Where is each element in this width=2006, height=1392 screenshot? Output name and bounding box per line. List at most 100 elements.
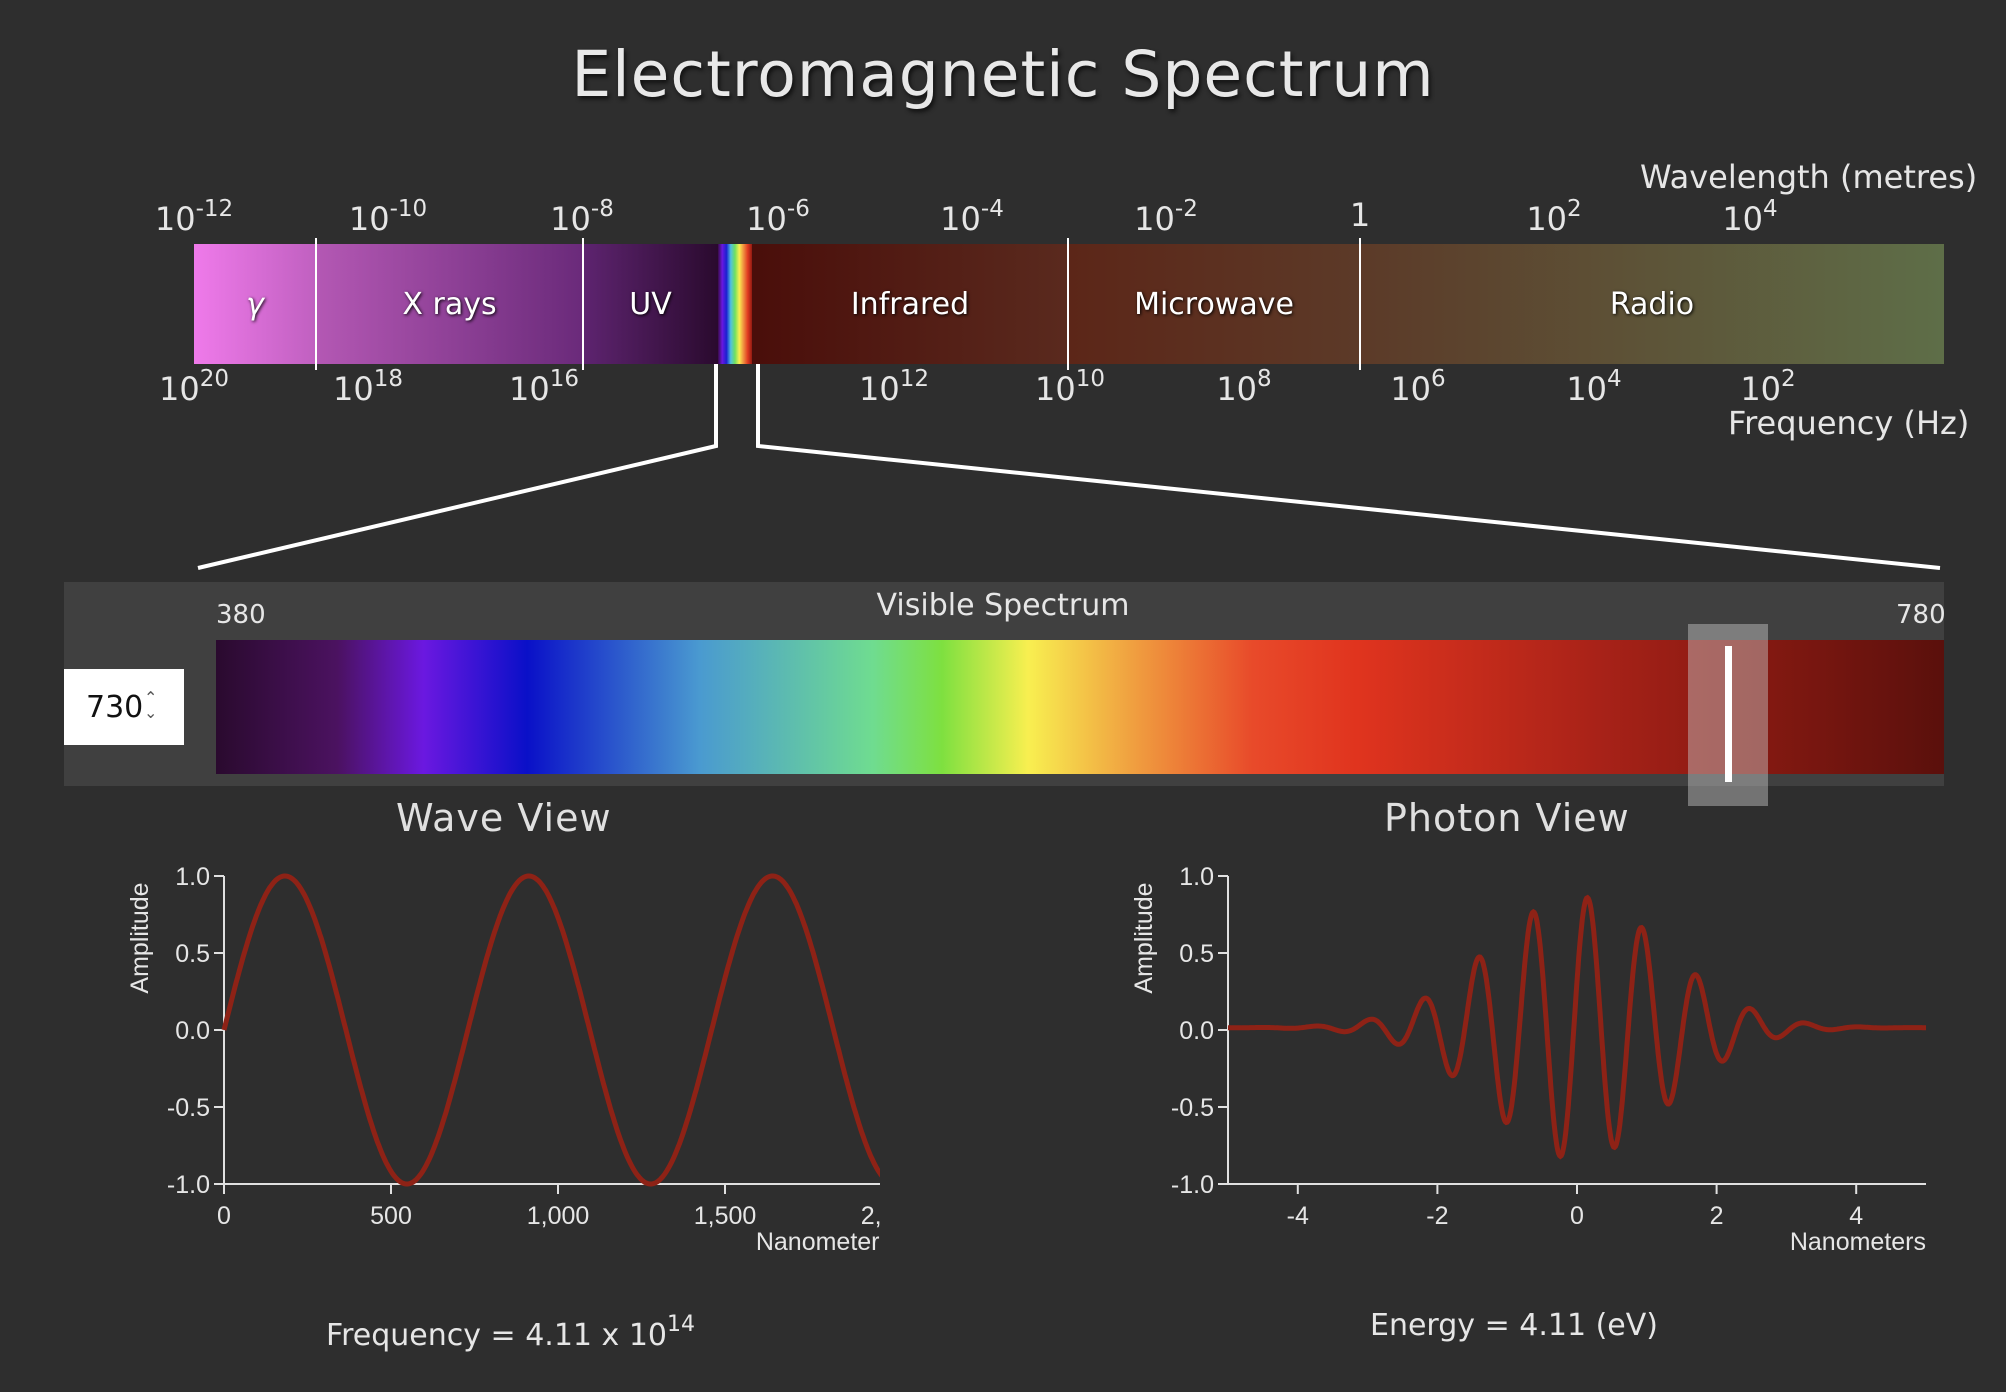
x-tick-label: 0 bbox=[1570, 1202, 1584, 1230]
frequency-tick: 1020 bbox=[159, 366, 229, 408]
y-tick-label: 0.0 bbox=[175, 1017, 210, 1045]
wavelength-number-input[interactable]: 730 bbox=[64, 669, 184, 745]
y-tick-label: -0.5 bbox=[167, 1094, 210, 1122]
wave-view-chart: 1.0 0.5 0.0 -0.5 -1.00 500 1,000 1,500 2,000Nano… bbox=[120, 860, 880, 1260]
frequency-tick-exponent: 12 bbox=[900, 366, 929, 392]
wavelength-tick: 1 bbox=[1350, 196, 1370, 234]
y-tick-label: 0.0 bbox=[1179, 1017, 1214, 1045]
wavelength-tick: 102 bbox=[1526, 196, 1581, 238]
wavelength-tick-exponent: -10 bbox=[390, 196, 428, 222]
wavelength-tick-base: 10 bbox=[1526, 200, 1567, 238]
wavelength-tick-exponent: -8 bbox=[591, 196, 614, 222]
y-tick-label: -0.5 bbox=[1171, 1094, 1214, 1122]
y-tick-label: 1.0 bbox=[175, 863, 210, 891]
wavelength-tick-exponent: 2 bbox=[1567, 196, 1582, 222]
wavelength-tick-exponent: -2 bbox=[1175, 196, 1198, 222]
x-tick-label: 2 bbox=[1710, 1202, 1724, 1230]
frequency-tick-base: 10 bbox=[1390, 370, 1431, 408]
frequency-tick-base: 10 bbox=[1566, 370, 1607, 408]
y-tick-label: -1.0 bbox=[1171, 1171, 1214, 1199]
y-tick-label: -1.0 bbox=[167, 1171, 210, 1199]
band-1: X rays bbox=[316, 244, 583, 364]
frequency-axis-label: Frequency (Hz) bbox=[1728, 404, 1969, 442]
frequency-readout-exponent: 14 bbox=[667, 1312, 695, 1337]
spinner-arrows-icon[interactable]: ⌃ ⌄ bbox=[144, 690, 157, 720]
y-tick-label: 0.5 bbox=[175, 940, 210, 968]
frequency-tick-exponent: 10 bbox=[1076, 366, 1105, 392]
x-tick-label: 1,500 bbox=[694, 1202, 757, 1230]
frequency-tick-exponent: 4 bbox=[1607, 366, 1622, 392]
wavelength-tick-exponent: -6 bbox=[787, 196, 810, 222]
visible-spectrum-bar[interactable] bbox=[216, 640, 1944, 774]
frequency-tick-exponent: 20 bbox=[200, 366, 229, 392]
band-0: γ bbox=[194, 244, 316, 364]
x-axis-label: Nanometers bbox=[756, 1228, 880, 1256]
zoom-connector-left bbox=[198, 364, 716, 568]
series-line bbox=[1228, 898, 1926, 1157]
band-5: Radio bbox=[1360, 244, 1944, 364]
x-tick-label: 4 bbox=[1849, 1202, 1863, 1230]
frequency-tick-exponent: 18 bbox=[374, 366, 403, 392]
visible-spectrum-title: Visible Spectrum bbox=[0, 588, 2006, 623]
visible-max-label: 780 bbox=[1896, 600, 1946, 630]
visible-min-label: 380 bbox=[216, 600, 266, 630]
band-3: Infrared bbox=[752, 244, 1068, 364]
band-label: γ bbox=[246, 287, 264, 322]
wavelength-tick: 10-8 bbox=[550, 196, 614, 238]
wavelength-tick-base: 1 bbox=[1350, 196, 1370, 234]
wave-view-title: Wave View bbox=[396, 796, 612, 840]
wavelength-tick-base: 10 bbox=[746, 200, 787, 238]
photon-view-title: Photon View bbox=[1384, 796, 1630, 840]
wavelength-tick-exponent: -12 bbox=[196, 196, 234, 222]
frequency-tick-base: 10 bbox=[333, 370, 374, 408]
frequency-tick-base: 10 bbox=[1740, 370, 1781, 408]
x-tick-label: 0 bbox=[217, 1202, 231, 1230]
x-tick-label: 2,000 bbox=[861, 1202, 880, 1230]
frequency-tick-exponent: 6 bbox=[1431, 366, 1446, 392]
wavelength-tick-base: 10 bbox=[1134, 200, 1175, 238]
band-label: X rays bbox=[402, 287, 496, 322]
y-tick-label: 1.0 bbox=[1179, 863, 1214, 891]
band-divider bbox=[1359, 238, 1361, 370]
y-axis-label: Amplitude bbox=[1130, 882, 1158, 993]
frequency-readout: Frequency = 4.11 x 1014 bbox=[326, 1312, 695, 1353]
y-axis-label: Amplitude bbox=[126, 882, 154, 993]
frequency-tick: 108 bbox=[1216, 366, 1271, 408]
energy-readout: Energy = 4.11 (eV) bbox=[1370, 1308, 1658, 1343]
em-spectrum-bar: γ X rays UV Infrared Microwave Radio bbox=[194, 244, 1944, 364]
x-tick-label: -4 bbox=[1287, 1202, 1309, 1230]
wavelength-tick-base: 10 bbox=[550, 200, 591, 238]
x-axis-label: Nanometers bbox=[1790, 1228, 1926, 1256]
wavelength-slider-line[interactable] bbox=[1725, 646, 1732, 782]
series-line bbox=[224, 876, 880, 1184]
frequency-tick-base: 10 bbox=[509, 370, 550, 408]
frequency-tick: 104 bbox=[1566, 366, 1621, 408]
visible-band-sliver bbox=[718, 244, 752, 364]
wavelength-tick-exponent: -4 bbox=[981, 196, 1004, 222]
wavelength-tick-base: 10 bbox=[155, 200, 196, 238]
y-tick-label: 0.5 bbox=[1179, 940, 1214, 968]
wavelength-tick: 10-10 bbox=[349, 196, 427, 238]
x-tick-label: 1,000 bbox=[527, 1202, 590, 1230]
x-tick-label: -2 bbox=[1426, 1202, 1448, 1230]
band-4: Microwave bbox=[1068, 244, 1360, 364]
wavelength-tick: 104 bbox=[1722, 196, 1777, 238]
wavelength-tick-base: 10 bbox=[349, 200, 390, 238]
band-label: Radio bbox=[1610, 287, 1694, 322]
frequency-tick: 1016 bbox=[509, 366, 579, 408]
wavelength-axis-label: Wavelength (metres) bbox=[1640, 158, 1977, 196]
frequency-tick-base: 10 bbox=[1216, 370, 1257, 408]
band-label: Microwave bbox=[1134, 287, 1294, 322]
frequency-tick-base: 10 bbox=[1035, 370, 1076, 408]
band-label: UV bbox=[629, 287, 671, 322]
x-tick-label: 500 bbox=[370, 1202, 412, 1230]
band-divider bbox=[582, 238, 584, 370]
frequency-tick: 1010 bbox=[1035, 366, 1105, 408]
wavelength-tick: 10-4 bbox=[940, 196, 1004, 238]
wavelength-tick-exponent: 4 bbox=[1763, 196, 1778, 222]
page-title: Electromagnetic Spectrum bbox=[0, 38, 2006, 111]
frequency-tick-exponent: 16 bbox=[550, 366, 579, 392]
wavelength-tick: 10-6 bbox=[746, 196, 810, 238]
frequency-tick-base: 10 bbox=[159, 370, 200, 408]
